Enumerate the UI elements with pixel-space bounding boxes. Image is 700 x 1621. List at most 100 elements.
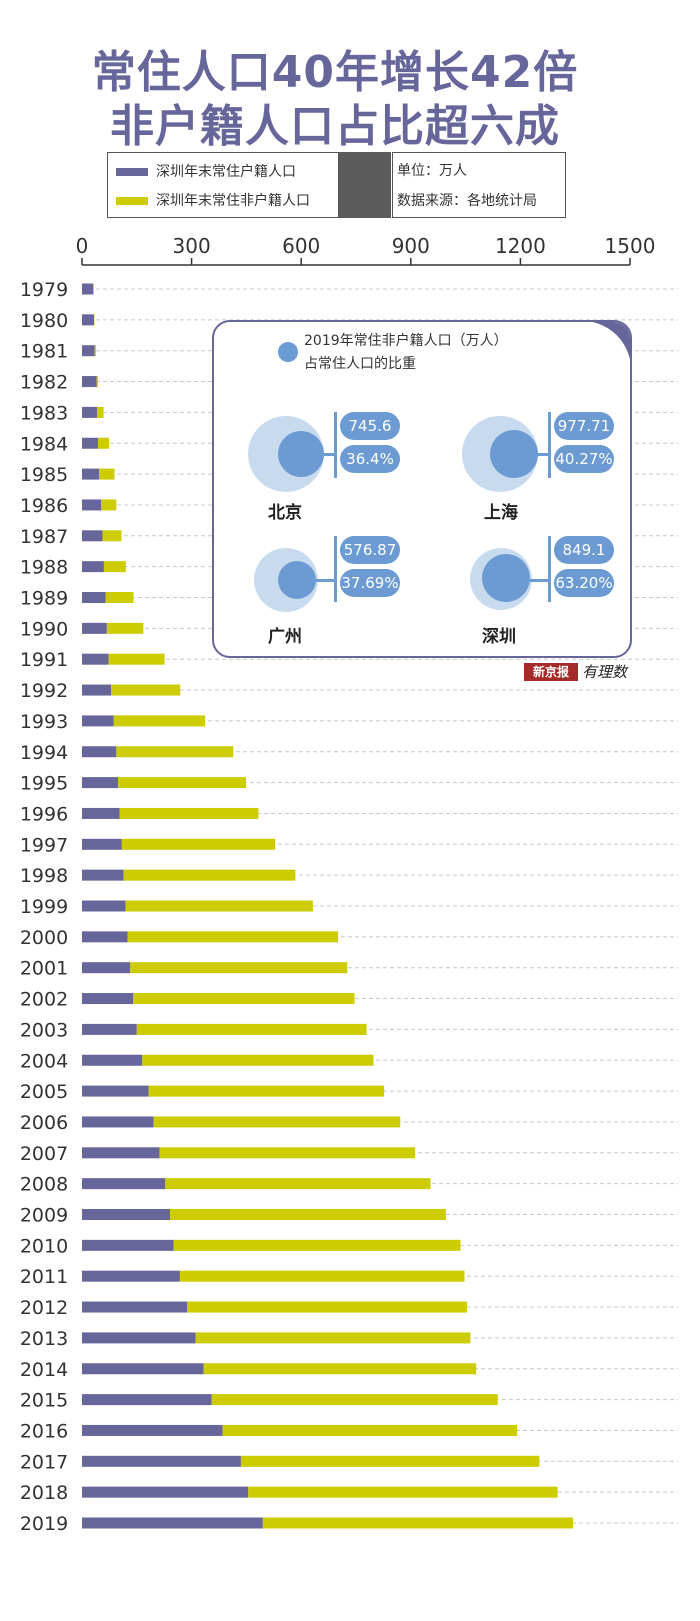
bar-non-hukou-2007 [159, 1147, 416, 1159]
bar-hukou-2018 [82, 1486, 249, 1498]
x-tick-label-1200: 1200 [495, 234, 546, 258]
bar-non-hukou-2000 [127, 931, 339, 943]
bar-non-hukou-1986 [100, 499, 117, 511]
bar-hukou-1997 [82, 838, 122, 850]
city-shenzhen: 849.1 63.20% 深圳 [470, 536, 630, 656]
bar-hukou-1991 [82, 653, 109, 665]
year-label-1995: 1995 [20, 773, 68, 795]
bar-non-hukou-2016 [222, 1424, 518, 1436]
bar-hukou-1992 [82, 684, 112, 696]
year-label-1979: 1979 [20, 279, 68, 301]
bar-non-hukou-2005 [148, 1085, 385, 1097]
year-label-2012: 2012 [20, 1297, 68, 1319]
year-label-1996: 1996 [20, 803, 68, 825]
info-box: 单位：万人 数据来源：各地统计局 [392, 152, 566, 218]
year-label-1981: 1981 [20, 341, 68, 363]
percent-pill-guangzhou: 37.69% [340, 569, 400, 597]
circle-share-beijing [278, 431, 324, 477]
percent-pill-shanghai: 40.27% [554, 445, 614, 473]
bar-hukou-1984 [82, 437, 99, 449]
year-label-1987: 1987 [20, 526, 68, 548]
inset-panel: 2019年常住非户籍人口（万人） 占常住人口的比重 745.6 36.4% 北京… [212, 320, 632, 658]
city-name-shanghai: 上海 [484, 503, 518, 523]
bar-non-hukou-2006 [153, 1116, 401, 1128]
bar-hukou-1983 [82, 406, 97, 418]
bar-non-hukou-2012 [187, 1301, 468, 1313]
logo-brand: 新京报 [524, 663, 578, 681]
year-label-2019: 2019 [20, 1513, 68, 1535]
inset-title: 2019年常住非户籍人口（万人） 占常住人口的比重 [304, 330, 508, 376]
year-label-1993: 1993 [20, 711, 68, 733]
connector-shanghai [538, 453, 548, 456]
year-label-1992: 1992 [20, 680, 68, 702]
bar-non-hukou-1999 [125, 900, 313, 912]
value-pill-guangzhou: 576.87 [340, 536, 400, 564]
inset-title-line2: 占常住人口的比重 [304, 356, 416, 372]
bar-hukou-1993 [82, 715, 114, 727]
bar-non-hukou-2003 [136, 1023, 367, 1035]
bar-hukou-2005 [82, 1085, 149, 1097]
year-label-1984: 1984 [20, 433, 68, 455]
bar-hukou-2019 [82, 1517, 263, 1529]
city-name-beijing: 北京 [268, 503, 302, 523]
year-label-2003: 2003 [20, 1019, 68, 1041]
legend-swatch-hukou [116, 168, 148, 176]
bar-hukou-1999 [82, 900, 126, 912]
bar-hukou-1996 [82, 807, 120, 819]
bar-non-hukou-2008 [165, 1178, 431, 1190]
bar-hukou-2010 [82, 1239, 174, 1251]
percent-pill-shenzhen: 63.20% [554, 569, 614, 597]
value-pill-beijing: 745.6 [340, 412, 400, 440]
year-label-2011: 2011 [20, 1266, 68, 1288]
inset-legend-dot [278, 342, 298, 362]
year-label-1998: 1998 [20, 865, 68, 887]
year-label-2013: 2013 [20, 1328, 68, 1350]
bar-non-hukou-1981 [94, 345, 96, 357]
bar-hukou-2001 [82, 962, 131, 974]
value-pill-shanghai: 977.71 [554, 412, 614, 440]
bar-non-hukou-2018 [248, 1486, 558, 1498]
bar-non-hukou-1987 [102, 530, 122, 542]
bar-hukou-1987 [82, 530, 103, 542]
year-label-2004: 2004 [20, 1050, 68, 1072]
value-pill-shenzhen: 849.1 [554, 536, 614, 564]
bar-hukou-2006 [82, 1116, 154, 1128]
bar-hukou-1988 [82, 561, 104, 573]
year-label-1988: 1988 [20, 557, 68, 579]
x-tick-label-600: 600 [282, 234, 320, 258]
bar-hukou-2014 [82, 1363, 204, 1375]
legend-item-hukou: 深圳年末常住户籍人口 [116, 161, 296, 181]
logo-tag: 有理数 [582, 663, 628, 681]
bar-hukou-1980 [82, 314, 95, 326]
bar-non-hukou-1983 [96, 406, 104, 418]
x-tick-label-0: 0 [76, 234, 89, 258]
bar-non-hukou-2013 [195, 1332, 471, 1344]
bar-hukou-2003 [82, 1023, 137, 1035]
bar-hukou-2013 [82, 1332, 196, 1344]
year-label-2007: 2007 [20, 1143, 68, 1165]
year-label-2017: 2017 [20, 1451, 68, 1473]
bar-hukou-2012 [82, 1301, 188, 1313]
bar-non-hukou-1996 [119, 807, 259, 819]
x-tick-label-1500: 1500 [605, 234, 656, 258]
legend-item-non-hukou: 深圳年末常住非户籍人口 [116, 190, 310, 210]
circle-share-shenzhen [482, 554, 530, 602]
bar-non-hukou-1997 [121, 838, 276, 850]
bracket-shenzhen [548, 536, 551, 602]
bar-hukou-1979 [82, 283, 94, 295]
year-label-2006: 2006 [20, 1112, 68, 1134]
x-tick-label-300: 300 [173, 234, 211, 258]
city-shanghai: 977.71 40.27% 上海 [462, 412, 630, 542]
year-label-2016: 2016 [20, 1420, 68, 1442]
year-label-1982: 1982 [20, 372, 68, 394]
bar-non-hukou-1984 [98, 437, 110, 449]
bar-hukou-1982 [82, 376, 97, 388]
year-label-1990: 1990 [20, 618, 68, 640]
year-label-2009: 2009 [20, 1205, 68, 1227]
bracket-shanghai [548, 412, 551, 478]
bar-non-hukou-1988 [103, 561, 126, 573]
legend-label-non-hukou: 深圳年末常住非户籍人口 [156, 193, 310, 209]
connector-beijing [324, 453, 334, 456]
legend-divider-block [339, 152, 391, 218]
x-tick-label-900: 900 [392, 234, 430, 258]
